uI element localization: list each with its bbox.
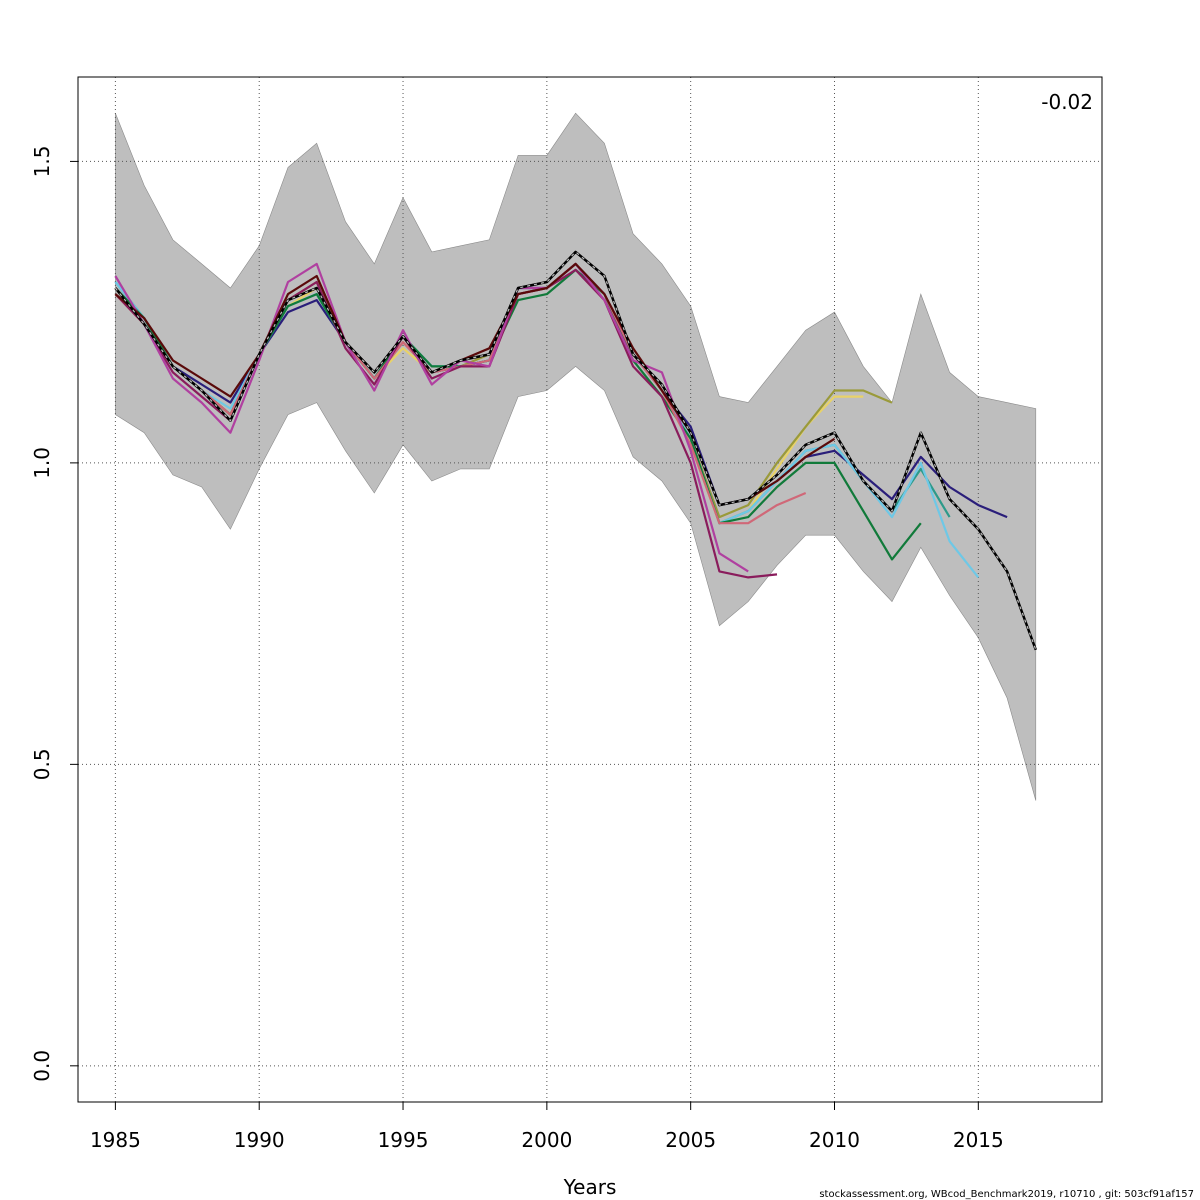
x-tick-label: 2010 xyxy=(809,1128,860,1152)
footer-credit: stockassessment.org, WBcod_Benchmark2019… xyxy=(819,1189,1194,1200)
x-tick-label: 1985 xyxy=(90,1128,141,1152)
plot-frame xyxy=(77,76,1103,1103)
y-tick-label: 1.5 xyxy=(30,146,54,178)
y-tick-label: 0.0 xyxy=(30,1050,54,1082)
y-tick-label: 0.5 xyxy=(30,748,54,780)
x-tick-label: 2015 xyxy=(953,1128,1004,1152)
confidence-band xyxy=(115,112,1037,801)
series-line-10-dash xyxy=(114,251,1037,651)
x-tick-label: 2000 xyxy=(521,1128,572,1152)
series-layer xyxy=(114,250,1037,651)
x-tick-label: 2005 xyxy=(665,1128,716,1152)
x-tick-label: 1995 xyxy=(378,1128,429,1152)
x-axis-title: Years xyxy=(563,1175,617,1199)
grid-layer xyxy=(78,77,1102,1102)
y-tick-label: 1.0 xyxy=(30,447,54,479)
x-axis: 1985 1990 1995 2000 2005 2010 2015 xyxy=(90,1102,1004,1152)
x-tick-label: 1990 xyxy=(234,1128,285,1152)
confidence-band-layer xyxy=(115,112,1037,801)
rho-annotation: -0.02 xyxy=(1041,90,1093,114)
y-axis: 0.0 0.5 1.0 1.5 xyxy=(30,146,78,1082)
